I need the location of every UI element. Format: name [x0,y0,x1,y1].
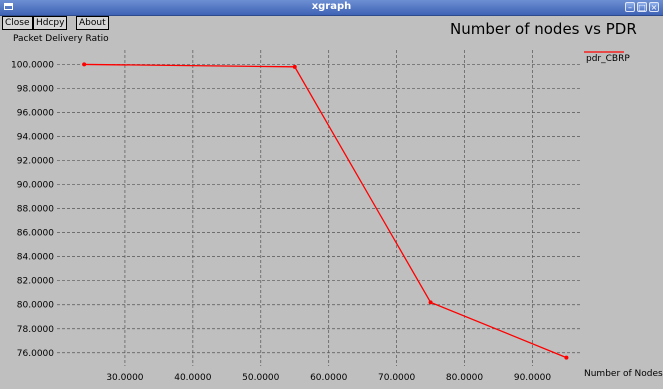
y-tick-label: 80.0000 [17,301,54,311]
minimize-icon[interactable]: – [625,2,635,12]
x-tick-label: 50.0000 [242,373,279,383]
close-button[interactable]: Close [2,16,33,30]
window-titlebar[interactable]: xgraph – □ × [0,0,663,16]
window-title: xgraph [311,1,352,12]
data-point [564,355,569,360]
y-tick-label: 94.0000 [17,133,54,143]
y-tick-label: 90.0000 [17,181,54,191]
legend-label: pdr_CBRP [586,54,630,64]
x-tick-label: 30.0000 [106,373,143,383]
x-tick-label: 40.0000 [174,373,211,383]
close-window-icon[interactable]: × [649,2,659,12]
series-line-pdr_CBRP [84,63,567,359]
y-tick-label: 78.0000 [17,325,54,335]
y-tick-label: 88.0000 [17,205,54,215]
data-point [292,64,297,69]
y-tick-label: 100.0000 [11,60,54,70]
y-tick-label: 82.0000 [17,277,54,287]
x-tick-label: 60.0000 [310,373,347,383]
x-tick-label: 80.0000 [446,373,483,383]
y-tick-label: 96.0000 [17,108,54,118]
x-axis-label: Number of Nodes [584,369,663,379]
y-tick-label: 86.0000 [17,229,54,239]
y-tick-label: 98.0000 [17,84,54,94]
data-point [428,300,433,305]
chart-title: Number of nodes vs PDR [450,20,637,38]
about-button[interactable]: About [76,16,109,30]
y-tick-label: 92.0000 [17,157,54,167]
y-tick-label: 76.0000 [17,349,54,359]
x-tick-label: 90.0000 [514,373,551,383]
hdcpy-button[interactable]: Hdcpy [33,16,68,30]
window-menu-icon[interactable] [4,3,13,10]
data-point [82,62,87,67]
y-tick-label: 84.0000 [17,253,54,263]
y-axis-label: Packet Delivery Ratio [13,34,109,44]
x-tick-label: 70.0000 [378,373,415,383]
maximize-icon[interactable]: □ [637,2,647,12]
